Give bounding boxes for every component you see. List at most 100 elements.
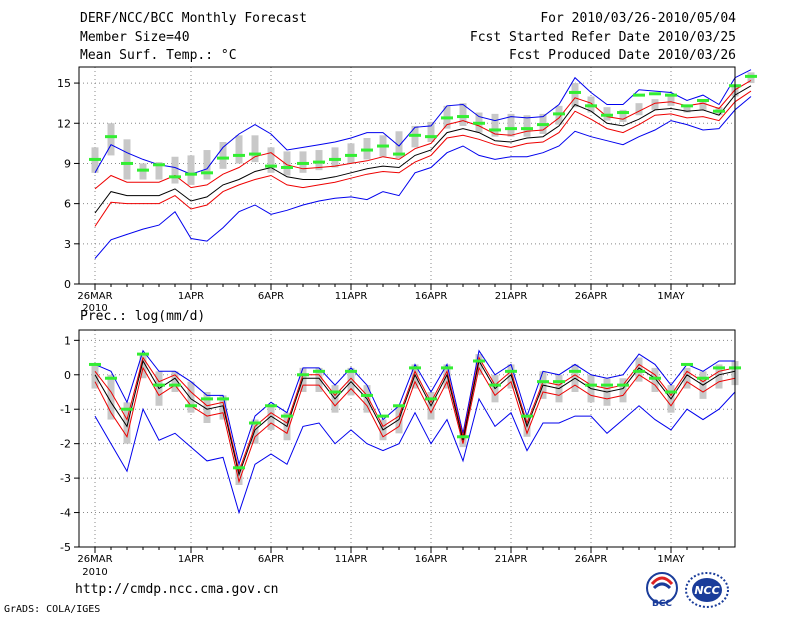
ensemble-box — [635, 357, 643, 382]
ensemble-box — [475, 354, 483, 375]
y-tick-label: -1 — [60, 403, 71, 416]
series-mean-line — [94, 85, 752, 214]
ensemble-box — [507, 364, 515, 389]
x-year-label: 2010 — [82, 567, 107, 578]
ensemble-box — [651, 99, 659, 110]
bcc-logo: BCC — [646, 572, 678, 609]
y-tick-label: 0 — [64, 278, 71, 291]
y-tick-label: 1 — [64, 334, 71, 347]
ensemble-box — [283, 151, 291, 176]
series-lower-line — [94, 366, 736, 484]
precip-label: Prec.: log(mm/d) — [80, 309, 206, 324]
x-year-label: 2010 — [82, 303, 107, 314]
ensemble-box — [523, 115, 531, 137]
member-size: Member Size=40 — [80, 30, 190, 45]
forecast-period: For 2010/03/26-2010/05/04 — [540, 11, 736, 26]
series-max-line — [94, 349, 735, 467]
ensemble-box — [427, 121, 435, 143]
x-tick-label: 26APR — [575, 554, 608, 565]
x-tick-label: 26MAR — [77, 554, 112, 565]
ncc-logo-text: NCC — [694, 584, 719, 597]
ensemble-box — [171, 371, 179, 392]
ensemble-box — [619, 109, 627, 122]
ensemble-box — [507, 113, 515, 137]
ensemble-box — [459, 103, 467, 126]
plot-frame — [78, 66, 736, 285]
ensemble-box — [187, 381, 195, 413]
variable-label: Mean Surf. Temp.: °C — [80, 48, 237, 63]
ensemble-box — [699, 101, 707, 110]
series-upper-line — [94, 356, 736, 473]
ncc-logo: NCC — [685, 572, 729, 608]
y-tick-label: -5 — [60, 541, 71, 554]
ensemble-box — [395, 131, 403, 159]
series-max-line — [94, 69, 752, 175]
series-mean-line — [94, 359, 736, 477]
forecast-produced-date: Fcst Produced Date 2010/03/26 — [509, 48, 736, 63]
x-tick-label: 6APR — [258, 554, 284, 565]
ensemble-box — [123, 402, 131, 444]
ensemble-box — [667, 95, 675, 106]
ensemble-box — [203, 392, 211, 423]
ensemble-box — [139, 354, 147, 379]
x-tick-label: 16APR — [415, 291, 448, 302]
x-tick-label: 1MAY — [657, 554, 685, 565]
ensemble-box — [203, 150, 211, 180]
x-tick-label: 6APR — [258, 291, 284, 302]
ensemble-box — [171, 156, 179, 184]
y-tick-label: -2 — [60, 438, 71, 451]
ensemble-box — [491, 113, 499, 137]
series-upper-line — [94, 79, 752, 190]
x-tick-label: 16APR — [415, 554, 448, 565]
panel-2: -5 -4 -3 -2 -1 0 1 26MAR 1APR 6APR 11APR 16APR 21APR… — [60, 329, 741, 578]
ensemble-box — [571, 83, 579, 108]
ensemble-box — [619, 378, 627, 403]
x-tick-label: 21APR — [495, 554, 528, 565]
ensemble-box — [715, 364, 723, 389]
y-tick-label: 15 — [57, 77, 71, 90]
ensemble-box — [187, 155, 195, 185]
series-min-line — [94, 96, 752, 259]
ensemble-box — [331, 147, 339, 168]
y-tick-label: 3 — [64, 238, 71, 251]
series-min-line — [94, 391, 736, 515]
y-tick-label: 0 — [64, 369, 71, 382]
ensemble-box — [123, 139, 131, 180]
ensemble-box — [107, 123, 115, 156]
ensemble-box — [315, 150, 323, 171]
ensemble-box — [91, 364, 99, 389]
ensemble-box — [251, 419, 259, 444]
panel-1: 0 3 6 9 12 15 26MAR 1APR 6APR 11APR 16APR 21APR 26AP… — [57, 66, 757, 314]
ensemble-box — [267, 405, 275, 430]
forecast-start-date: Fcst Started Refer Date 2010/03/25 — [469, 30, 736, 45]
ensemble-box — [299, 367, 307, 392]
ensemble-box — [635, 103, 643, 116]
plot-frame — [78, 329, 736, 548]
y-tick-label: 6 — [64, 198, 71, 211]
ensemble-box — [267, 147, 275, 173]
ensemble-box — [683, 104, 691, 113]
ensemble-box — [315, 367, 323, 392]
y-tick-label: -3 — [60, 472, 71, 485]
x-tick-label: 26MAR — [77, 291, 112, 302]
series-lower-line — [94, 90, 752, 227]
ensemble-box — [683, 367, 691, 389]
y-tick-label: 12 — [57, 117, 71, 130]
x-tick-label: 21APR — [495, 291, 528, 302]
ensemble-box — [251, 135, 259, 163]
y-tick-label: -4 — [60, 507, 71, 520]
ensemble-box — [411, 364, 419, 389]
footer-url[interactable]: http://cmdp.ncc.cma.gov.cn — [75, 582, 279, 597]
ensemble-box — [235, 135, 243, 164]
bcc-logo-text: BCC — [652, 599, 672, 609]
x-tick-label: 26APR — [575, 291, 608, 302]
ensemble-box — [155, 162, 163, 180]
x-tick-label: 1APR — [178, 554, 204, 565]
grads-credit: GrADS: COLA/IGES — [4, 604, 101, 615]
ensemble-box — [219, 142, 227, 169]
ensemble-box — [107, 374, 115, 420]
ensemble-box — [651, 367, 659, 392]
y-tick-label: 9 — [64, 157, 71, 170]
x-tick-label: 1APR — [178, 291, 204, 302]
